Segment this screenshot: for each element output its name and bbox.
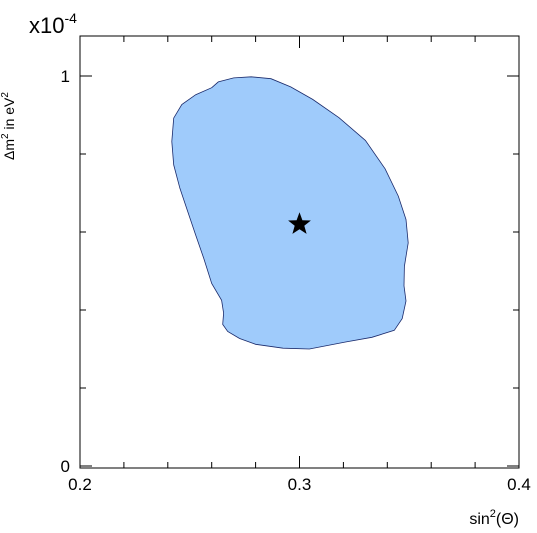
y-axis-label-middle: in eV: [1, 97, 17, 133]
y-axis-label-exponent-2: 2: [0, 92, 11, 98]
y-tick-label: 0: [61, 457, 70, 476]
y-tick-label: 1: [61, 67, 70, 86]
x-tick-label: 0.3: [288, 475, 312, 494]
x-axis-label-base: sin: [469, 511, 489, 528]
y-axis-label: Δm2 in eV2: [0, 92, 17, 160]
y-multiplier-base: x10: [29, 13, 64, 38]
x-axis-label-suffix: (Θ): [496, 511, 519, 528]
y-axis-label-base: Δm: [1, 139, 17, 160]
confidence-region: [171, 76, 409, 350]
best-fit-star-marker: [288, 212, 311, 234]
x-axis-label-exponent: 2: [490, 508, 496, 520]
x-tick-label: 0.2: [68, 475, 92, 494]
x-tick-labels: 0.2 0.3 0.4: [68, 475, 531, 494]
y-tick-marks: [80, 75, 519, 467]
x-tick-label: 0.4: [507, 475, 531, 494]
y-axis-label-exponent: 2: [0, 133, 11, 139]
y-tick-labels: 01: [61, 67, 70, 476]
x-axis-label: sin2(Θ): [469, 508, 519, 528]
x-tick-marks: [79, 36, 520, 468]
y-multiplier-exponent: -4: [64, 10, 77, 26]
y-axis-multiplier: x10-4: [29, 10, 77, 38]
